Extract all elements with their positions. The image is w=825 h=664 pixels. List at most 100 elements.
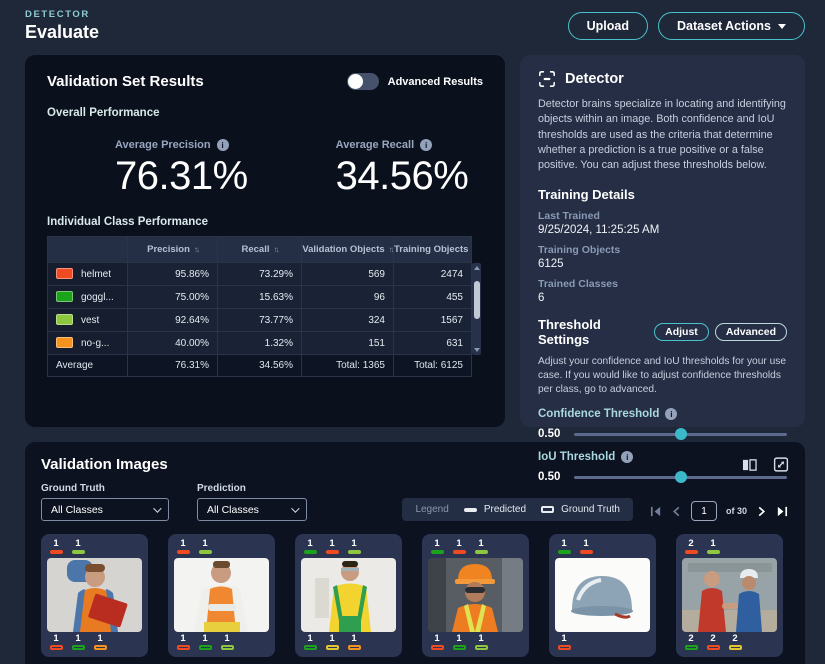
legend-predicted: Predicted	[464, 504, 526, 515]
expand-icon[interactable]	[773, 457, 789, 472]
ground-truth-count-badge: 2	[706, 634, 720, 650]
sort-icon: ↑↓	[194, 245, 198, 254]
last-trained-value: 9/25/2024, 11:25:25 AM	[538, 224, 787, 236]
info-icon[interactable]: i	[420, 139, 432, 151]
pagination: of 30	[649, 501, 789, 521]
scrollbar-thumb[interactable]	[474, 281, 480, 319]
ground-truth-class-marker	[453, 645, 466, 651]
threshold-description: Adjust your confidence and IoU threshold…	[538, 355, 787, 398]
table-row[interactable]: vest 92.64% 73.77% 324 1567	[48, 309, 472, 332]
ground-truth-count-badge: 1	[303, 634, 317, 650]
validation-image-card[interactable]: 1 1 1	[549, 534, 656, 657]
ground-truth-class-marker	[199, 645, 212, 651]
page-header: DETECTOR Evaluate Upload Dataset Actions	[0, 0, 825, 51]
ground-truth-count-badge: 1	[474, 634, 488, 650]
thumbnail-photo[interactable]	[301, 558, 396, 632]
class-performance-table: Precision↑↓ Recall↑↓ Validation Objects↑…	[47, 236, 481, 377]
page-input[interactable]	[691, 501, 717, 521]
first-page-icon[interactable]	[649, 505, 662, 518]
legend-label: Legend	[415, 504, 448, 515]
thumbnail-photo[interactable]	[555, 558, 650, 632]
thumbnail-photo[interactable]	[47, 558, 142, 632]
confidence-threshold-slider[interactable]	[574, 428, 787, 440]
thumbnail-photo[interactable]	[174, 558, 269, 632]
results-panel-title: Validation Set Results	[47, 73, 204, 90]
sort-icon: ↑↓	[389, 245, 393, 254]
ground-truth-class-marker	[558, 645, 571, 651]
advanced-button[interactable]: Advanced	[715, 323, 787, 341]
ground-truth-count-badge: 1	[176, 634, 190, 650]
detector-info-panel: Detector Detector brains specialize in l…	[520, 55, 805, 427]
prediction-select[interactable]: All Classes	[197, 498, 307, 521]
dataset-actions-button[interactable]: Dataset Actions	[658, 12, 805, 40]
predicted-class-marker	[558, 550, 571, 555]
predicted-class-marker	[326, 550, 339, 555]
class-color-swatch	[56, 337, 73, 348]
column-header-class	[48, 237, 128, 263]
ground-truth-count-badge: 1	[452, 634, 466, 650]
overall-metrics: Average Precision i 76.31% Average Recal…	[115, 139, 483, 199]
predicted-badges: 1 1	[47, 537, 142, 558]
ground-truth-class-marker	[304, 645, 317, 651]
toggle-knob	[348, 74, 363, 89]
validation-image-card[interactable]: 1 1 1 1 1 1	[295, 534, 402, 657]
predicted-count-badge: 1	[452, 539, 466, 555]
validation-image-card[interactable]: 1 1 1 1 1	[422, 534, 529, 657]
predicted-class-marker	[580, 550, 593, 555]
iou-threshold-slider[interactable]	[574, 471, 787, 483]
overall-performance-heading: Overall Performance	[47, 107, 483, 119]
adjust-button[interactable]: Adjust	[654, 323, 709, 341]
predicted-class-marker	[177, 550, 190, 555]
thumbnail-photo[interactable]	[428, 558, 523, 632]
page-title: Evaluate	[25, 22, 99, 43]
confidence-threshold-label: Confidence Threshold	[538, 408, 659, 420]
scroll-down-icon[interactable]	[474, 348, 480, 352]
validation-image-card[interactable]: 1 1 1 1 1	[168, 534, 275, 657]
previous-page-icon[interactable]	[671, 505, 682, 518]
validation-image-card[interactable]: 1 1 1 1 1	[41, 534, 148, 657]
table-row[interactable]: no-g... 40.00% 1.32% 151 631	[48, 332, 472, 355]
info-icon[interactable]: i	[665, 408, 677, 420]
table-scrollbar[interactable]	[472, 263, 481, 355]
class-color-swatch	[56, 314, 73, 325]
upload-button[interactable]: Upload	[568, 12, 648, 40]
legend: Legend Predicted Ground Truth	[402, 498, 633, 521]
slider-thumb[interactable]	[675, 428, 687, 440]
detector-description: Detector brains specialize in locating a…	[538, 97, 787, 174]
class-color-swatch	[56, 268, 73, 279]
average-recall-value: 34.56%	[336, 154, 469, 199]
column-header-training-objects[interactable]: Training Objects↑↓	[394, 237, 472, 263]
predicted-count-badge: 1	[706, 539, 720, 555]
ground-truth-badges: 1 1 1	[174, 632, 269, 653]
ground-truth-count-badge: 1	[430, 634, 444, 650]
trained-classes-value: 6	[538, 292, 787, 304]
ground-truth-class-marker	[475, 645, 488, 651]
thumbnail-photo[interactable]	[682, 558, 777, 632]
table-row[interactable]: helmet 95.86% 73.29% 569 2474	[48, 263, 472, 286]
chevron-down-icon	[291, 504, 299, 512]
class-performance-heading: Individual Class Performance	[47, 216, 483, 228]
column-header-precision[interactable]: Precision↑↓	[128, 237, 218, 263]
iou-threshold-value: 0.50	[538, 471, 562, 483]
validation-set-results-panel: Validation Set Results Advanced Results …	[25, 55, 505, 427]
next-page-icon[interactable]	[756, 505, 767, 518]
ground-truth-class-marker	[221, 645, 234, 651]
predicted-badges: 2 1	[682, 537, 777, 558]
ground-truth-badges: 1 1 1	[428, 632, 523, 653]
info-icon[interactable]: i	[217, 139, 229, 151]
ground-truth-class-marker	[685, 645, 698, 651]
column-header-validation-objects[interactable]: Validation Objects↑↓	[302, 237, 394, 263]
table-row[interactable]: goggl... 75.00% 15.63% 96 455	[48, 286, 472, 309]
info-icon[interactable]: i	[621, 451, 633, 463]
layout-columns-icon[interactable]	[742, 458, 757, 472]
predicted-count-badge: 1	[474, 539, 488, 555]
ground-truth-select[interactable]: All Classes	[41, 498, 169, 521]
last-page-icon[interactable]	[776, 505, 789, 518]
advanced-results-toggle[interactable]	[347, 73, 379, 90]
column-header-recall[interactable]: Recall↑↓	[218, 237, 302, 263]
slider-thumb[interactable]	[675, 471, 687, 483]
validation-image-grid: 1 1 1 1 1	[41, 534, 789, 657]
validation-image-card[interactable]: 2 1 2 2 2	[676, 534, 783, 657]
ground-truth-class-marker	[94, 645, 107, 651]
scroll-up-icon[interactable]	[474, 266, 480, 270]
